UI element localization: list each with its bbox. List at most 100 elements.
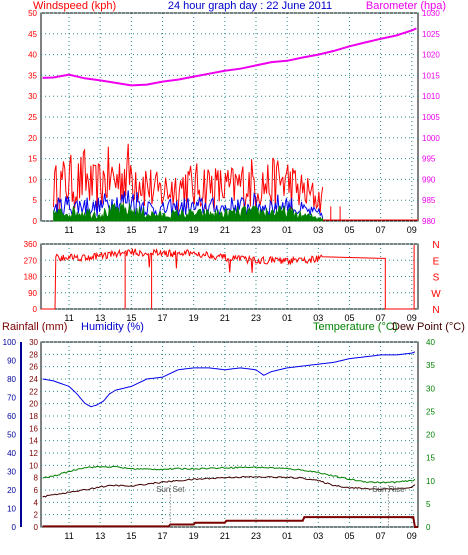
barometer-series bbox=[42, 27, 417, 87]
rainfall-tick-label: 4 bbox=[34, 498, 39, 507]
direction-x-tick-label: 01 bbox=[282, 313, 292, 323]
barometer-tick-label: 1010 bbox=[422, 92, 440, 101]
temperature-tick-label: 0 bbox=[426, 523, 431, 532]
temp-x-tick-label: 13 bbox=[95, 531, 105, 541]
wind-x-tick-label: 17 bbox=[158, 225, 168, 235]
direction-x-tick-label: 19 bbox=[189, 313, 199, 323]
wind-x-tick-label: 23 bbox=[251, 225, 261, 235]
humidity-tick-label: 70 bbox=[7, 394, 16, 403]
temperature-tick-label: 25 bbox=[426, 407, 435, 416]
wind-x-tick-label: 19 bbox=[189, 225, 199, 235]
temp-x-tick-label: 19 bbox=[189, 531, 199, 541]
temperature-tick-label: 5 bbox=[426, 500, 431, 509]
humidity-axis-title: Humidity (%) bbox=[81, 321, 144, 333]
windspeed-tick-label: 45 bbox=[28, 30, 37, 39]
humidity-tick-label: 60 bbox=[7, 412, 16, 421]
temp-x-tick-label: 17 bbox=[158, 531, 168, 541]
direction-x-tick-label: 17 bbox=[158, 313, 168, 323]
wind-x-tick-label: 03 bbox=[313, 225, 323, 235]
wind-x-tick-label: 05 bbox=[344, 225, 354, 235]
temp-x-tick-label: 03 bbox=[313, 531, 323, 541]
windspeed-tick-label: 20 bbox=[28, 134, 37, 143]
windspeed-tick-label: 15 bbox=[28, 155, 37, 164]
rainfall-tick-label: 16 bbox=[29, 424, 38, 433]
windspeed-tick-label: 5 bbox=[33, 196, 38, 205]
temperature-tick-label: 10 bbox=[426, 477, 435, 486]
dewpoint-axis-title: Dew Point (°C) bbox=[392, 321, 465, 333]
temp-x-tick-label: 11 bbox=[64, 531, 73, 541]
humidity-tick-label: 10 bbox=[7, 505, 16, 514]
temp-x-tick-label: 01 bbox=[282, 531, 292, 541]
temperature-tick-label: 35 bbox=[426, 361, 435, 370]
rainfall-tick-label: 26 bbox=[29, 363, 38, 372]
rainfall-tick-label: 8 bbox=[34, 474, 39, 483]
windspeed-tick-label: 0 bbox=[33, 217, 38, 226]
temperature-tick-label: 40 bbox=[426, 338, 435, 347]
humidity-tick-label: 100 bbox=[3, 338, 17, 347]
barometer-tick-label: 980 bbox=[422, 217, 436, 226]
humidity-tick-label: 20 bbox=[7, 486, 16, 495]
dewpoint-series bbox=[42, 475, 416, 498]
direction-tick-label: 90 bbox=[28, 289, 37, 298]
rainfall-axis-title: Rainfall (mm) bbox=[2, 321, 67, 333]
wind-x-tick-label: 09 bbox=[407, 225, 417, 235]
rainfall-tick-label: 12 bbox=[29, 449, 38, 458]
wind-gust-series bbox=[53, 143, 324, 213]
rainfall-tick-label: 24 bbox=[29, 375, 38, 384]
barometer-axis-title: Barometer (hpa) bbox=[366, 0, 446, 12]
windspeed-tick-label: 10 bbox=[28, 175, 37, 184]
windspeed-tick-label: 30 bbox=[28, 92, 37, 101]
direction-tick-label: 180 bbox=[24, 273, 38, 282]
windspeed-tick-label: 35 bbox=[28, 71, 37, 80]
windspeed-tick-label: 25 bbox=[28, 113, 37, 122]
temp-x-tick-label: 09 bbox=[407, 531, 417, 541]
temperature-tick-label: 15 bbox=[426, 454, 435, 463]
direction-tick-label: 360 bbox=[24, 240, 38, 249]
direction-tick-label: 270 bbox=[24, 256, 38, 265]
humidity-series bbox=[42, 351, 416, 408]
sunrise-label: Sun Rise bbox=[372, 485, 405, 494]
barometer-tick-label: 985 bbox=[422, 196, 436, 205]
direction-tick-label: 0 bbox=[33, 305, 38, 314]
direction-x-tick-label: 13 bbox=[95, 313, 105, 323]
wind-x-tick-label: 21 bbox=[220, 225, 230, 235]
humidity-tick-label: 90 bbox=[7, 357, 16, 366]
temp-x-tick-label: 15 bbox=[126, 531, 136, 541]
humidity-tick-label: 80 bbox=[7, 375, 16, 384]
temperature-tick-label: 20 bbox=[426, 431, 435, 440]
graph-title: 24 hour graph day : 22 June 2011 bbox=[168, 0, 332, 12]
barometer-tick-label: 1000 bbox=[422, 134, 440, 143]
compass-label: N bbox=[432, 240, 439, 251]
windspeed-tick-label: 40 bbox=[28, 51, 37, 60]
compass-label: N bbox=[432, 305, 439, 316]
rainfall-tick-label: 20 bbox=[29, 400, 38, 409]
direction-x-tick-label: 15 bbox=[126, 313, 136, 323]
temperature-tick-label: 30 bbox=[426, 384, 435, 393]
wind-average-series bbox=[53, 190, 324, 219]
sunset-label: Sun Set bbox=[156, 485, 185, 494]
direction-x-tick-label: 23 bbox=[251, 313, 261, 323]
barometer-tick-label: 1015 bbox=[422, 71, 440, 80]
temperature-series bbox=[42, 465, 416, 484]
direction-x-tick-label: 21 bbox=[220, 313, 230, 323]
barometer-tick-label: 990 bbox=[422, 175, 436, 184]
direction-x-tick-label: 03 bbox=[313, 313, 323, 323]
rainfall-tick-label: 2 bbox=[34, 511, 39, 520]
barometer-tick-label: 1030 bbox=[422, 9, 440, 18]
rainfall-tick-label: 22 bbox=[29, 387, 38, 396]
barometer-tick-label: 1005 bbox=[422, 113, 440, 122]
rainfall-tick-label: 6 bbox=[34, 486, 39, 495]
direction-x-tick-label: 11 bbox=[64, 313, 73, 323]
temp-x-tick-label: 23 bbox=[251, 531, 261, 541]
humidity-tick-label: 40 bbox=[7, 449, 16, 458]
wind-x-tick-label: 11 bbox=[64, 225, 73, 235]
direction-x-tick-label: 09 bbox=[407, 313, 417, 323]
rainfall-tick-label: 14 bbox=[29, 437, 38, 446]
direction-x-tick-label: 07 bbox=[376, 313, 386, 323]
humidity-tick-label: 50 bbox=[7, 431, 16, 440]
rainfall-tick-label: 28 bbox=[29, 350, 38, 359]
humidity-tick-label: 0 bbox=[12, 523, 17, 532]
barometer-tick-label: 1020 bbox=[422, 51, 440, 60]
